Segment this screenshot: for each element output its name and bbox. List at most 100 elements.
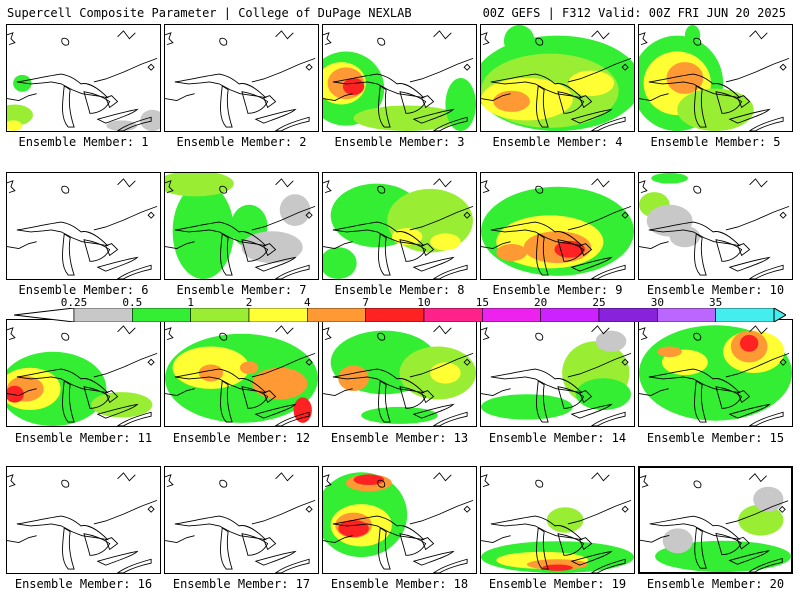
scp-contour-yellow	[7, 120, 23, 131]
basemap-outline	[377, 37, 386, 46]
basemap-outline	[7, 388, 37, 397]
basemap-outline	[263, 537, 277, 551]
basemap-outline	[219, 185, 228, 194]
basemap-outline	[305, 505, 313, 513]
basemap-outline	[715, 386, 743, 409]
basemap-outline	[323, 535, 353, 544]
basemap-outline	[323, 241, 353, 250]
ensemble-map	[323, 325, 476, 426]
basemap-outline	[323, 388, 353, 397]
ensemble-panel-8[interactable]	[322, 172, 477, 280]
basemap-outline	[536, 380, 549, 423]
basemap-outline	[639, 388, 669, 397]
basemap-outline	[61, 37, 70, 46]
ensemble-panel-18[interactable]	[322, 466, 477, 574]
page-title: Supercell Composite Parameter | College …	[7, 6, 412, 20]
basemap-outline	[557, 533, 585, 556]
basemap-outline	[274, 264, 310, 279]
colorbar-swatch	[540, 308, 600, 322]
basemap-outline	[83, 533, 111, 556]
basemap-outline	[694, 380, 707, 423]
basemap-outline	[779, 63, 787, 71]
ensemble-panel-3[interactable]	[322, 24, 477, 132]
colorbar-swatch	[365, 308, 425, 322]
ensemble-panel-19[interactable]	[480, 466, 635, 574]
basemap-outline	[748, 116, 784, 131]
basemap-outline	[254, 550, 297, 566]
ensemble-member-label: Ensemble Member: 2	[176, 135, 307, 149]
basemap-outline	[725, 352, 790, 378]
ensemble-panel-15[interactable]	[638, 319, 793, 427]
ensemble-panel-9[interactable]	[480, 172, 635, 280]
ensemble-panel-13[interactable]	[322, 319, 477, 427]
basemap-outline	[378, 85, 391, 128]
basemap-outline	[93, 57, 158, 83]
basemap-outline	[220, 85, 233, 128]
scp-contour-red	[739, 334, 759, 352]
basemap-outline	[639, 180, 648, 194]
basemap-outline	[93, 205, 158, 231]
basemap-outline	[778, 505, 786, 513]
basemap-outline	[639, 32, 648, 46]
ensemble-member-label: Ensemble Member: 4	[492, 135, 623, 149]
colorbar-tick-label: 0.25	[60, 296, 88, 309]
basemap-outline	[96, 256, 139, 272]
basemap-outline	[305, 358, 313, 366]
basemap-outline	[412, 108, 455, 124]
ensemble-panel-4[interactable]	[480, 24, 635, 132]
ensemble-panel-7[interactable]	[164, 172, 319, 280]
ensemble-panel-6[interactable]	[6, 172, 161, 280]
basemap-outline	[147, 211, 155, 219]
basemap-outline	[263, 390, 277, 404]
basemap-outline	[7, 241, 37, 250]
basemap-outline	[621, 505, 629, 513]
basemap-outline	[96, 403, 139, 419]
basemap-outline	[463, 63, 471, 71]
ensemble-panel-16[interactable]	[6, 466, 161, 574]
basemap-outline	[7, 535, 37, 544]
ensemble-panel-5[interactable]	[638, 24, 793, 132]
basemap-outline	[432, 558, 468, 573]
ensemble-member-label: Ensemble Member: 6	[18, 283, 149, 297]
scp-contour-yellow	[430, 362, 461, 384]
basemap-outline	[728, 256, 771, 272]
basemap-outline	[16, 515, 109, 541]
colorbar-tick-label: 35	[709, 296, 723, 309]
colorbar-swatch	[132, 308, 191, 322]
ensemble-panel-2[interactable]	[164, 24, 319, 132]
colorbar-tick-label: 0.5	[122, 296, 143, 309]
basemap-outline	[481, 474, 490, 488]
colorbar-tick-label: 15	[475, 296, 489, 309]
basemap-outline	[62, 233, 75, 276]
basemap-outline	[779, 358, 787, 366]
basemap-outline	[116, 116, 152, 131]
basemap-outline	[535, 37, 544, 46]
ensemble-member-label: Ensemble Member: 8	[334, 283, 465, 297]
basemap-outline	[421, 95, 435, 109]
basemap-outline	[332, 515, 425, 541]
basemap-outline	[725, 205, 790, 231]
ensemble-panel-20[interactable]	[638, 466, 793, 574]
basemap-outline	[648, 368, 741, 394]
scp-contour-green	[575, 378, 631, 411]
basemap-outline	[490, 73, 583, 99]
scp-contour-yellow	[391, 228, 423, 246]
ensemble-panel-17[interactable]	[164, 466, 319, 574]
ensemble-panel-12[interactable]	[164, 319, 319, 427]
basemap-outline	[7, 474, 16, 488]
ensemble-map	[323, 30, 476, 131]
basemap-outline	[570, 550, 613, 566]
ensemble-panel-11[interactable]	[6, 319, 161, 427]
scp-contour-green	[684, 25, 701, 47]
basemap-outline	[591, 178, 610, 188]
ensemble-map	[481, 472, 634, 573]
colorbar	[14, 308, 786, 322]
ensemble-member-label: Ensemble Member: 17	[172, 577, 311, 591]
basemap-outline	[7, 93, 37, 102]
ensemble-panel-1[interactable]	[6, 24, 161, 132]
basemap-outline	[323, 180, 332, 194]
ensemble-panel-14[interactable]	[480, 319, 635, 427]
basemap-outline	[567, 499, 632, 525]
basemap-outline	[105, 537, 119, 551]
ensemble-panel-10[interactable]	[638, 172, 793, 280]
